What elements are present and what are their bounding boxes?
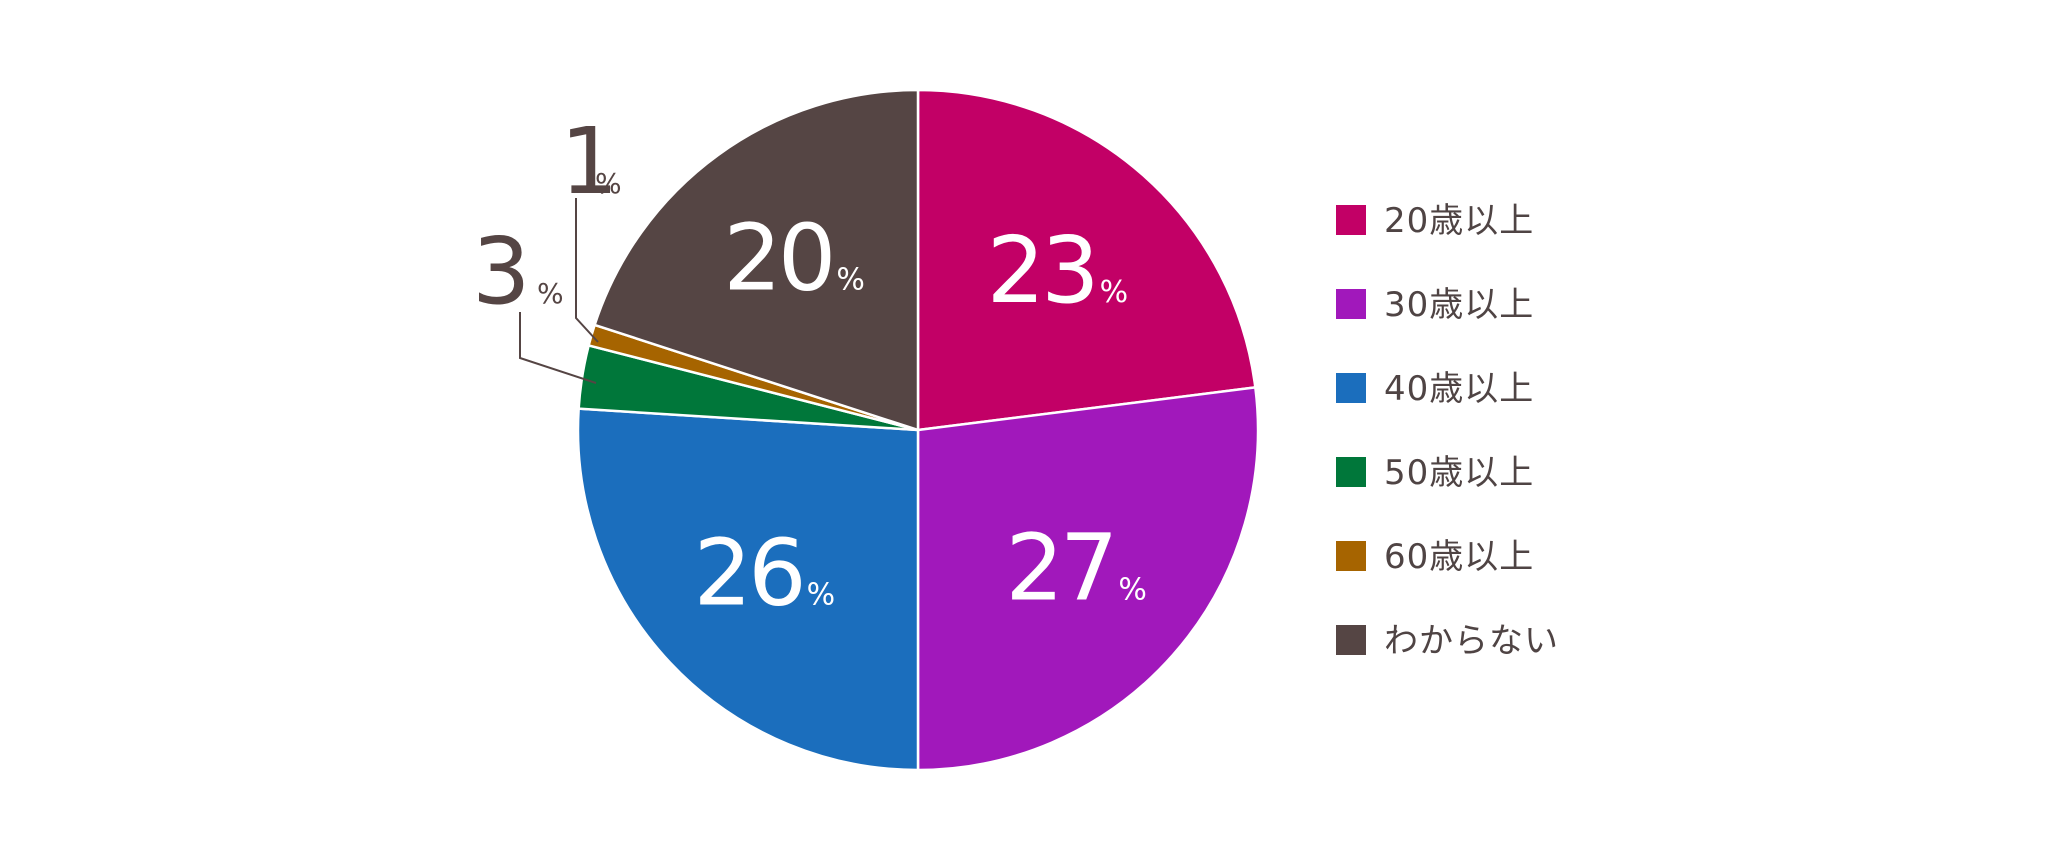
value-unit-2: %	[1118, 572, 1147, 607]
legend-label-6: わからない	[1384, 621, 1559, 661]
value-number-5: 1	[560, 108, 615, 215]
legend-swatch-4	[1336, 457, 1366, 487]
leader-lines	[519, 198, 599, 384]
slice-6	[593, 88, 920, 432]
value-unit-1: %	[1100, 275, 1129, 310]
value-unit-4: %	[537, 277, 564, 310]
leader-line-4	[519, 312, 597, 384]
legend-item-6: わからない	[1336, 621, 1559, 661]
legend-item-3: 40歳以上	[1336, 369, 1534, 409]
leader-line-5	[575, 198, 599, 343]
value-label-3: 26%	[694, 519, 836, 626]
value-number-3: 26	[694, 519, 803, 626]
value-unit-3: %	[807, 577, 836, 612]
value-number-4: 3	[472, 218, 527, 325]
legend-swatch-5	[1336, 541, 1366, 571]
value-number-2: 27	[1005, 514, 1114, 621]
legend-swatch-1	[1336, 205, 1366, 235]
slice-1	[916, 88, 1257, 432]
value-label-1: 23%	[987, 217, 1129, 324]
legend-label-5: 60歳以上	[1384, 537, 1534, 577]
legend-swatch-3	[1336, 373, 1366, 403]
value-labels: 23 %27 %26 %3 %1%20%	[472, 108, 1147, 626]
legend-item-5: 60歳以上	[1336, 537, 1534, 577]
value-unit-5: %	[595, 167, 622, 200]
value-number-1: 23	[987, 217, 1096, 324]
legend-swatch-2	[1336, 289, 1366, 319]
value-unit-6: %	[836, 262, 865, 297]
value-number-6: 20	[723, 204, 832, 311]
legend-item-1: 20歳以上	[1336, 201, 1534, 241]
legend-label-3: 40歳以上	[1384, 369, 1534, 409]
legend-item-2: 30歳以上	[1336, 285, 1534, 325]
legend-label-4: 50歳以上	[1384, 453, 1534, 493]
slice-2	[916, 386, 1260, 772]
legend-label-1: 20歳以上	[1384, 201, 1534, 241]
legend-item-4: 50歳以上	[1336, 453, 1534, 493]
value-label-2: 27%	[1005, 514, 1147, 621]
slice-3	[576, 407, 920, 772]
pie-slices	[576, 88, 1260, 772]
legend-swatch-6	[1336, 625, 1366, 655]
value-label-6: 20%	[723, 204, 865, 311]
legend-label-2: 30歳以上	[1384, 285, 1534, 325]
